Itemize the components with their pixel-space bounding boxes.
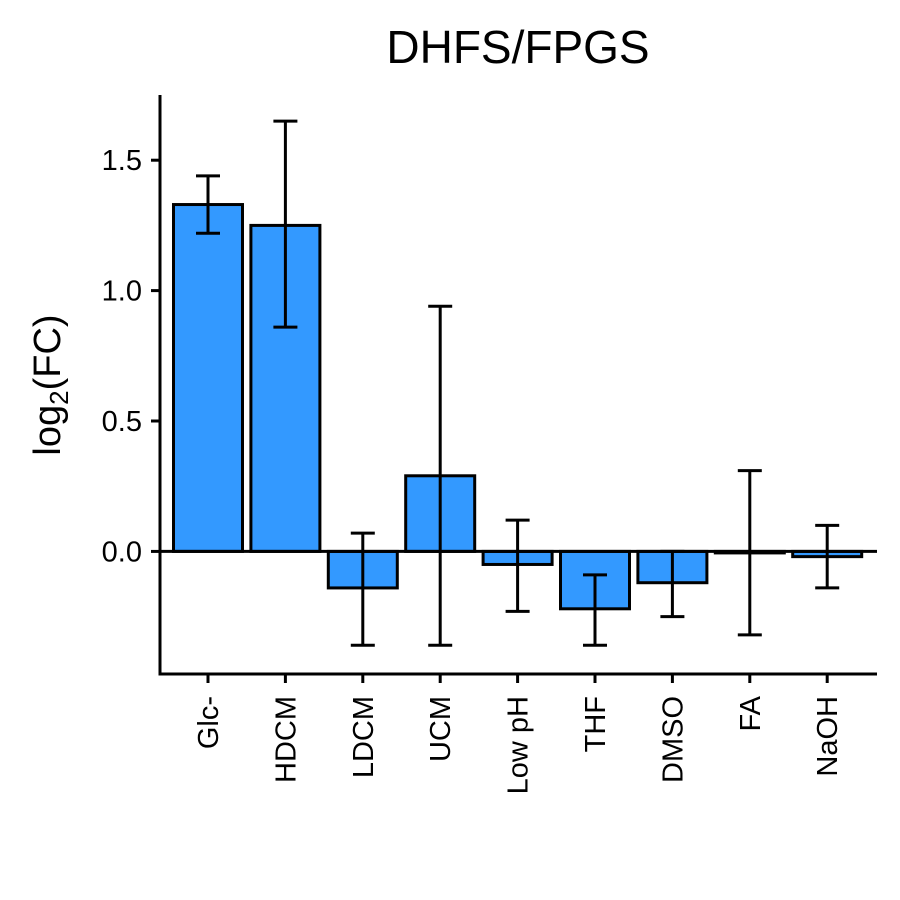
x-tick-label: DMSO — [657, 696, 689, 783]
y-axis-label-subscript: 2 — [44, 390, 74, 404]
x-tick-label: Glc- — [193, 696, 225, 749]
y-tick-label: 0.0 — [102, 536, 142, 568]
x-tick-label: THF — [580, 696, 612, 752]
y-axis-label: log2(FC) — [27, 314, 74, 455]
chart-title: DHFS/FPGS — [386, 21, 649, 73]
bar-glc- — [172, 203, 244, 553]
x-tick-label: UCM — [425, 696, 457, 762]
x-tick-label: Low pH — [503, 696, 535, 794]
y-tick-label: 1.5 — [102, 145, 142, 177]
y-axis-label-suffix: (FC) — [27, 314, 69, 390]
y-tick-label: 0.5 — [102, 406, 142, 438]
x-tick-label: NaOH — [812, 696, 844, 777]
x-tick-label: HDCM — [270, 696, 302, 783]
y-tick-label: 1.0 — [102, 276, 142, 308]
plot-area: 0.0 0.5 1.0 1.5 Glc- HDCM LDCM UCM Low pH THF DMSO… — [102, 95, 877, 794]
y-axis-label-main: log — [27, 405, 69, 456]
x-tick-label: LDCM — [348, 696, 380, 778]
x-tick-label: FA — [735, 695, 767, 731]
